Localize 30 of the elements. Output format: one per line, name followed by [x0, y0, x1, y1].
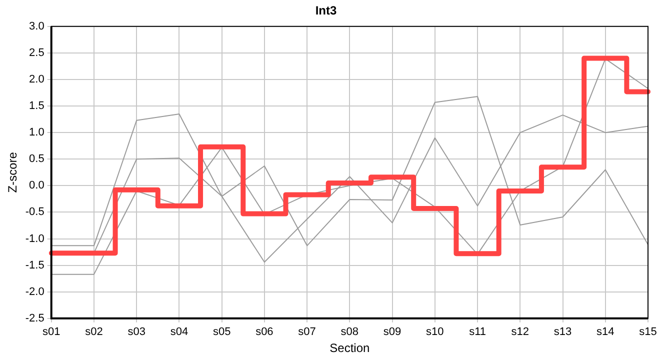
- y-tick-label: 2.0: [29, 74, 44, 86]
- x-tick-label: s12: [511, 326, 530, 338]
- x-tick-label: s09: [383, 326, 402, 338]
- x-tick-label: s08: [340, 326, 359, 338]
- x-tick-label: s07: [298, 326, 316, 338]
- y-tick-label: -2.5: [25, 312, 44, 324]
- x-axis-title: Section: [330, 341, 370, 356]
- y-axis-title: Z-score: [6, 152, 20, 193]
- x-tick-label: s03: [128, 326, 146, 338]
- x-tick-label: s02: [85, 326, 103, 338]
- x-tick-label: s10: [426, 326, 444, 338]
- x-tick-label: s05: [212, 326, 231, 338]
- x-tick-label: s15: [639, 326, 657, 338]
- x-tick-label: s06: [256, 326, 274, 338]
- y-tick-label: 1.0: [29, 126, 44, 139]
- y-tick-label: -1.5: [25, 259, 44, 272]
- chart-title: Int3: [315, 4, 337, 18]
- y-tick-label: -1.0: [25, 232, 44, 245]
- y-tick-label: 0.0: [29, 180, 44, 192]
- y-tick-label: -0.5: [25, 206, 44, 218]
- y-tick-label: 0.5: [29, 153, 44, 166]
- y-tick-label: 1.5: [29, 100, 44, 112]
- y-tick-label: 2.5: [29, 46, 44, 59]
- y-tick-label: -2.0: [25, 286, 44, 298]
- x-tick-label: s13: [554, 326, 572, 338]
- x-tick-label: s14: [596, 326, 614, 338]
- x-tick-label: s04: [170, 326, 188, 338]
- x-tick-label: s11: [469, 326, 486, 338]
- x-tick-label: s01: [42, 326, 60, 338]
- y-tick-label: 3.0: [29, 20, 44, 32]
